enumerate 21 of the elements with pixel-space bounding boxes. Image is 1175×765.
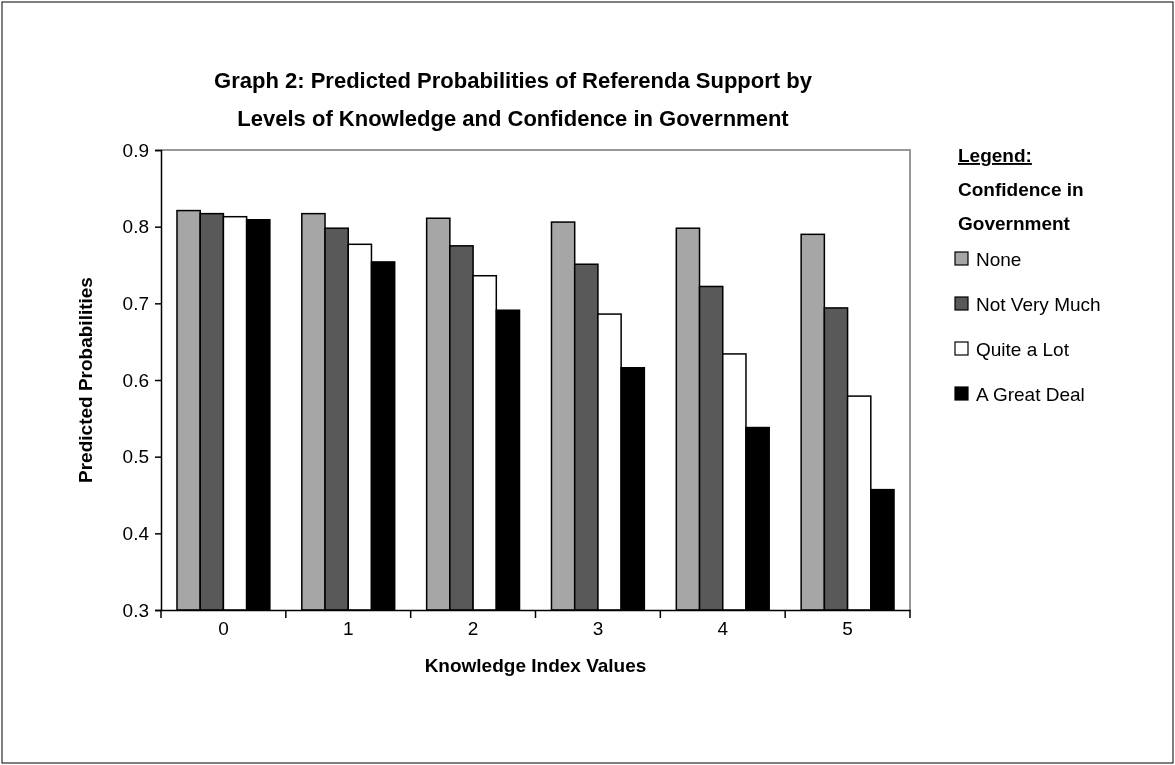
y-tick-label: 0.7 — [122, 292, 149, 314]
legend-label: A Great Deal — [976, 384, 1085, 405]
y-tick-label: 0.4 — [122, 522, 150, 544]
x-tick-label: 0 — [218, 618, 229, 640]
y-axis-title: Predicted Probabilities — [75, 277, 96, 483]
y-tick-label: 0.6 — [122, 369, 149, 391]
legend-label: Quite a Lot — [976, 339, 1070, 360]
legend-title: Legend: Confidence in Government — [958, 145, 1084, 234]
chart-title: Graph 2: Predicted Probabilities of Referenda Support by Levels of Knowledge and Confidence in Government — [214, 68, 813, 131]
x-tick-label: 5 — [842, 618, 853, 640]
x-tick-label: 3 — [592, 618, 604, 640]
x-tick-label: 1 — [342, 618, 354, 640]
x-axis-title: Knowledge Index Values — [424, 655, 647, 676]
y-tick-label: 0.5 — [122, 446, 149, 468]
y-tick-label: 0.3 — [122, 599, 149, 621]
y-tick-label: 0.8 — [122, 216, 149, 238]
x-tick-label: 2 — [467, 618, 479, 640]
legend-label: Not Very Much — [976, 294, 1101, 315]
y-tick-label: 0.9 — [122, 139, 149, 161]
legend-label: None — [976, 249, 1022, 270]
x-tick-label: 4 — [717, 618, 729, 640]
